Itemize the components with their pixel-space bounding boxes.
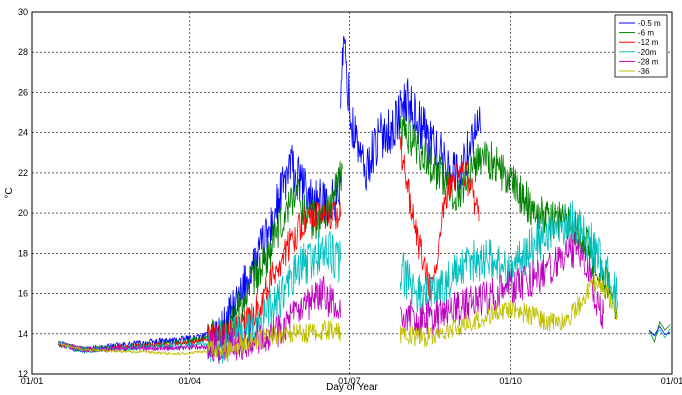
- legend-label: -28 m: [638, 57, 659, 66]
- y-tick-label: 12: [18, 369, 28, 379]
- series-6-segment-1: [58, 320, 341, 359]
- series-3-segment-1: [57, 199, 341, 353]
- legend-label: -36: [638, 67, 650, 76]
- y-tick-label: 24: [18, 128, 28, 138]
- x-tick-label: 01/01: [661, 376, 682, 386]
- plot-border: [31, 11, 673, 375]
- y-tick-label: 22: [18, 168, 28, 178]
- legend-label: -0.5 m: [638, 19, 661, 28]
- y-tick-label: 14: [18, 329, 28, 339]
- y-tick-label: 20: [18, 208, 28, 218]
- y-tick-label: 16: [18, 289, 28, 299]
- x-tick-label: 01/10: [499, 376, 522, 386]
- late-trace-1: [648, 328, 671, 339]
- plot-area: [32, 12, 672, 374]
- series-2-segment-1: [57, 160, 343, 358]
- y-axis-label: °C: [4, 187, 15, 198]
- legend-label: -12 m: [638, 38, 659, 47]
- x-axis-label: Day of Year: [326, 382, 378, 393]
- y-tick-label: 28: [18, 47, 28, 57]
- legend-box: [614, 14, 668, 78]
- x-tick-label: 01/07: [338, 376, 361, 386]
- late-trace-3: [648, 325, 671, 336]
- legend-label: -20m: [638, 48, 657, 57]
- y-tick-label: 18: [18, 248, 28, 258]
- legend-label: -6 m: [638, 29, 654, 38]
- series-3-line: [57, 136, 480, 353]
- y-tick-label: 26: [18, 87, 28, 97]
- y-tick-labels: 12 14 16 18 20 22 24 26 28 30: [18, 7, 28, 379]
- series-6-segment-2: [399, 275, 618, 348]
- series-layer: [57, 36, 671, 365]
- x-tick-label: 01/04: [179, 376, 202, 386]
- legend: -0.5 m-6 m-12 m-20m-28 m-36: [614, 14, 668, 78]
- late-trace-2: [648, 320, 671, 343]
- series-5-segment-2: [399, 231, 604, 338]
- y-tick-label: 30: [18, 7, 28, 17]
- x-tick-labels: 01/01 01/04 01/07 01/10 01/01: [21, 376, 682, 386]
- x-tick-label: 01/01: [21, 376, 44, 386]
- series-3-segment-2: [399, 136, 480, 301]
- series-6-line: [58, 275, 618, 359]
